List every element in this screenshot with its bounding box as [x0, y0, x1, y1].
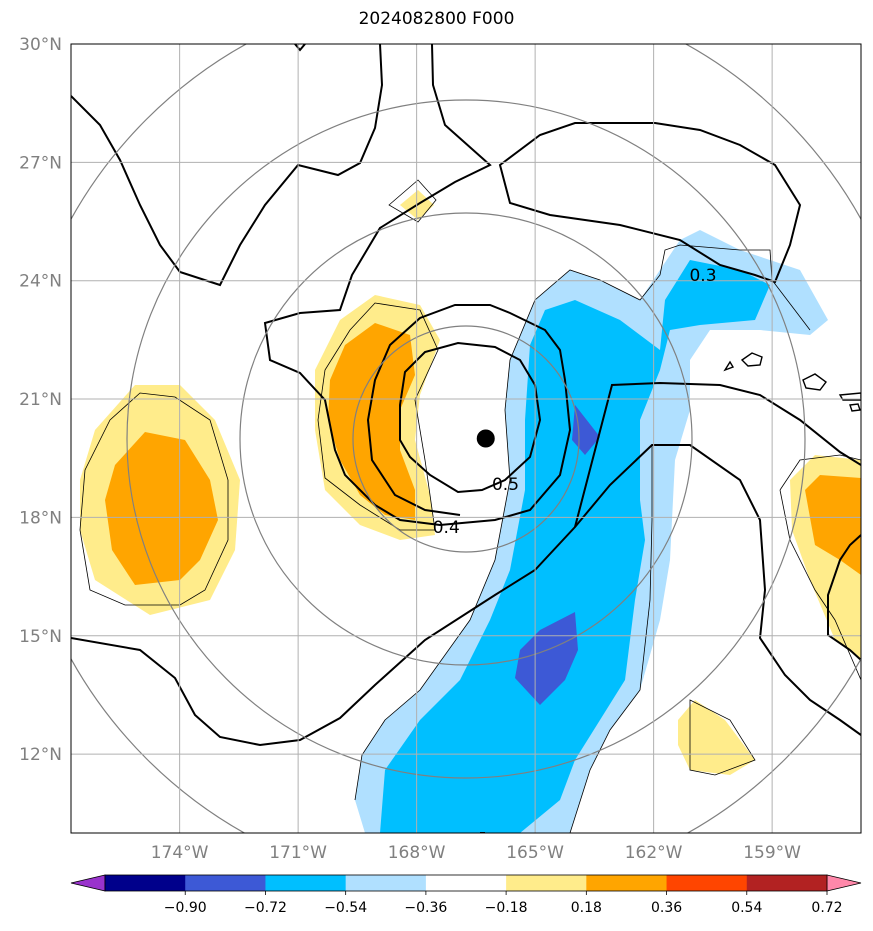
lon-label: 174°W [151, 843, 209, 863]
lon-label: 168°W [388, 843, 446, 863]
map-title: 2024082800 F000 [358, 9, 515, 29]
colorbar-segment [105, 875, 186, 891]
contour-labels: 0.5 0.4 0.3 [433, 266, 717, 538]
colorbar-segment [666, 875, 748, 891]
colorbar-segment [345, 875, 427, 891]
lat-label: 15°N [19, 627, 62, 647]
colorbar: −0.90 −0.72 −0.54 −0.36 −0.18 0.18 0.36 0.54 0.7… [70, 874, 862, 916]
colorbar-tick-label: 0.72 [811, 900, 842, 916]
island-outlines [723, 352, 861, 412]
colorbar-tick-label: 0.36 [651, 900, 682, 916]
latitude-labels: 30°N 27°N 24°N 21°N 18°N 15°N 12°N [19, 35, 62, 765]
lat-label: 18°N [19, 508, 62, 528]
gridlines [71, 44, 861, 833]
colorbar-extend-high [826, 874, 862, 892]
colorbar-tick-label: −0.72 [244, 900, 287, 916]
colorbar-tick-label: 0.18 [571, 900, 602, 916]
lat-label: 30°N [19, 35, 62, 55]
range-rings [71, 44, 861, 833]
colorbar-segment [425, 875, 507, 891]
shaded-field [80, 190, 861, 833]
colorbar-tick-label: −0.90 [164, 900, 207, 916]
map-panel: 0.5 0.4 0.3 [71, 44, 861, 833]
positive-anomaly-south [678, 700, 755, 775]
lat-label: 21°N [19, 390, 62, 410]
storm-center-marker [476, 429, 495, 448]
colorbar-segment [506, 875, 587, 891]
colorbar-segment [265, 875, 347, 891]
contour-label: 0.5 [492, 475, 519, 495]
colorbar-tick-label: −0.18 [485, 900, 528, 916]
lon-label: 162°W [625, 843, 683, 863]
contour-label: 0.3 [689, 266, 716, 286]
positive-anomaly-center-dark [328, 323, 415, 520]
colorbar-extend-low [70, 874, 106, 892]
colorbar-segment [185, 875, 266, 891]
lon-label: 171°W [269, 843, 327, 863]
colorbar-tick-label: 0.54 [731, 900, 762, 916]
lat-label: 12°N [19, 745, 62, 765]
contour-label: 0.4 [433, 518, 460, 538]
positive-anomaly-left-dark [105, 432, 218, 585]
lat-label: 27°N [19, 153, 62, 173]
thick-contours [71, 44, 861, 833]
colorbar-tick-label: −0.36 [404, 900, 447, 916]
lat-label: 24°N [19, 272, 62, 292]
map-frame [70, 43, 862, 834]
colorbar-segment [586, 875, 668, 891]
lon-label: 159°W [743, 843, 801, 863]
colorbar-segment [746, 875, 828, 891]
negative-anomaly-mid [380, 260, 770, 833]
colorbar-outline [104, 874, 828, 892]
lon-label: 165°W [506, 843, 564, 863]
longitude-labels: 174°W 171°W 168°W 165°W 162°W 159°W [151, 843, 801, 863]
colorbar-tick-label: −0.54 [324, 900, 367, 916]
